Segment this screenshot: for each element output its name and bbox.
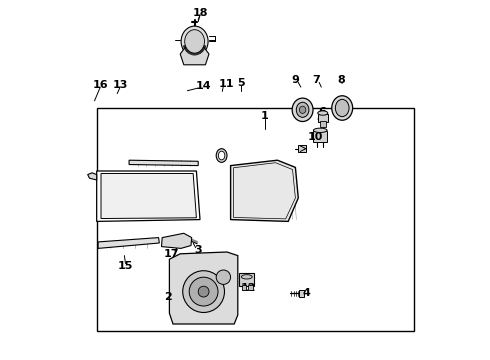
- Polygon shape: [88, 173, 97, 180]
- Text: 17: 17: [164, 249, 179, 259]
- Polygon shape: [170, 252, 238, 324]
- Text: 3: 3: [195, 245, 202, 255]
- Bar: [320, 121, 326, 127]
- Polygon shape: [162, 233, 192, 248]
- Ellipse shape: [181, 26, 208, 57]
- Ellipse shape: [219, 151, 225, 160]
- Text: 5: 5: [238, 78, 245, 88]
- Circle shape: [216, 270, 231, 284]
- Ellipse shape: [216, 149, 227, 162]
- Text: 13: 13: [112, 80, 128, 90]
- Polygon shape: [180, 47, 209, 65]
- Bar: [242, 285, 246, 290]
- Polygon shape: [97, 171, 200, 221]
- Ellipse shape: [292, 98, 313, 122]
- Polygon shape: [129, 160, 198, 166]
- Ellipse shape: [185, 30, 204, 53]
- Text: 4: 4: [302, 288, 310, 298]
- Text: 14: 14: [196, 81, 211, 91]
- Text: 10: 10: [308, 132, 323, 142]
- Text: 7: 7: [313, 75, 320, 85]
- Text: 9: 9: [292, 75, 299, 85]
- Text: 15: 15: [118, 261, 133, 271]
- Circle shape: [183, 271, 224, 312]
- Ellipse shape: [335, 99, 349, 117]
- Bar: [318, 114, 328, 122]
- Text: 12: 12: [241, 283, 256, 293]
- Ellipse shape: [242, 275, 252, 279]
- Polygon shape: [231, 160, 298, 221]
- Polygon shape: [101, 174, 196, 219]
- Circle shape: [189, 277, 218, 306]
- Bar: [239, 273, 254, 286]
- Text: 11: 11: [219, 78, 234, 89]
- Text: 16: 16: [93, 80, 108, 90]
- Text: 8: 8: [338, 75, 345, 85]
- Text: 2: 2: [164, 292, 171, 302]
- Text: 1: 1: [261, 111, 269, 121]
- Ellipse shape: [314, 128, 327, 132]
- Text: 18: 18: [192, 8, 208, 18]
- Bar: [248, 285, 252, 290]
- Bar: [314, 131, 327, 142]
- Bar: [299, 290, 304, 297]
- Bar: [298, 145, 306, 152]
- Ellipse shape: [299, 106, 306, 113]
- Ellipse shape: [332, 96, 353, 120]
- Ellipse shape: [318, 111, 328, 115]
- Circle shape: [198, 286, 209, 297]
- Text: 6: 6: [318, 107, 326, 117]
- Polygon shape: [98, 238, 159, 248]
- Bar: [98, 108, 414, 331]
- Ellipse shape: [296, 102, 309, 117]
